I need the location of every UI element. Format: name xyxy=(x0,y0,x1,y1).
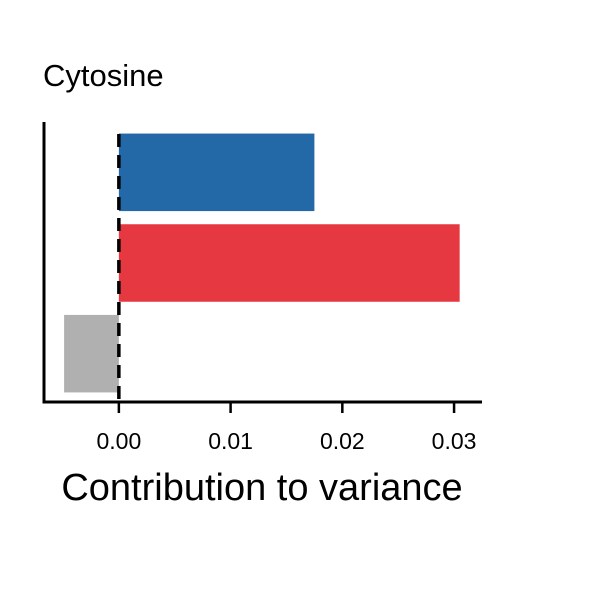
x-tick-label: 0.02 xyxy=(320,428,365,454)
bar-1 xyxy=(118,133,315,212)
x-ticks-layer: 0.00 0.01 0.02 0.03 xyxy=(96,402,476,454)
bar-2 xyxy=(118,224,460,302)
chart-title: Cytosine xyxy=(43,58,164,93)
x-axis-label: Contribution to variance xyxy=(61,467,462,509)
x-tick-label: 0.03 xyxy=(432,428,477,454)
bar-3 xyxy=(64,314,119,393)
x-tick-label: 0.00 xyxy=(96,428,141,454)
x-tick-label: 0.01 xyxy=(208,428,253,454)
bars-layer xyxy=(64,133,460,393)
